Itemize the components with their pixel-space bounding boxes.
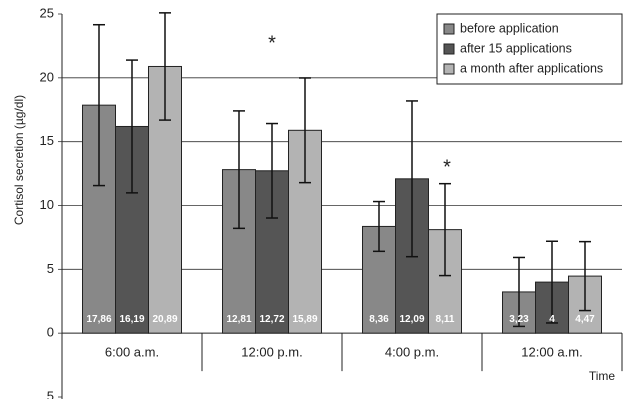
legend-swatch (443, 23, 455, 35)
y-tick-label: 20 (40, 69, 54, 84)
value-label: 8,11 (436, 314, 455, 325)
y-tick-label: 5 (47, 261, 54, 276)
x-tick-label: 6:00 a.m. (105, 345, 159, 360)
value-label: 16,19 (119, 314, 144, 325)
value-label: 3,23 (509, 314, 529, 325)
x-tick-label: 4:00 p.m. (385, 345, 439, 360)
y-tick-label: 25 (40, 5, 54, 20)
legend-label: before application (460, 21, 559, 35)
x-tick-label: 12:00 p.m. (241, 345, 302, 360)
value-label: 15,89 (292, 314, 317, 325)
value-label: 17,86 (86, 314, 111, 325)
annotation: * (268, 32, 276, 54)
y-tick-label: 5 (47, 388, 54, 399)
y-tick-label: 0 (47, 325, 54, 340)
y-tick-label: 15 (40, 133, 54, 148)
legend-label: a month after applications (460, 61, 603, 75)
value-label: 20,89 (152, 314, 177, 325)
legend-box (436, 13, 623, 85)
annotation: * (443, 156, 451, 178)
value-label: 12,81 (226, 314, 251, 325)
value-label: 4 (549, 314, 555, 325)
y-tick-label: 10 (40, 197, 54, 212)
value-label: 12,72 (259, 314, 284, 325)
value-label: 12,09 (399, 314, 424, 325)
x-tick-label: 12:00 a.m. (521, 345, 582, 360)
legend-swatch (443, 63, 455, 75)
legend-swatch (443, 43, 455, 55)
value-label: 4,47 (575, 314, 595, 325)
value-label: 8,36 (369, 314, 389, 325)
y-axis-label: Cortisol secretion (µg/dl) (12, 95, 26, 225)
legend-label: after 15 applications (460, 41, 572, 55)
x-axis-label: Time (589, 369, 616, 383)
